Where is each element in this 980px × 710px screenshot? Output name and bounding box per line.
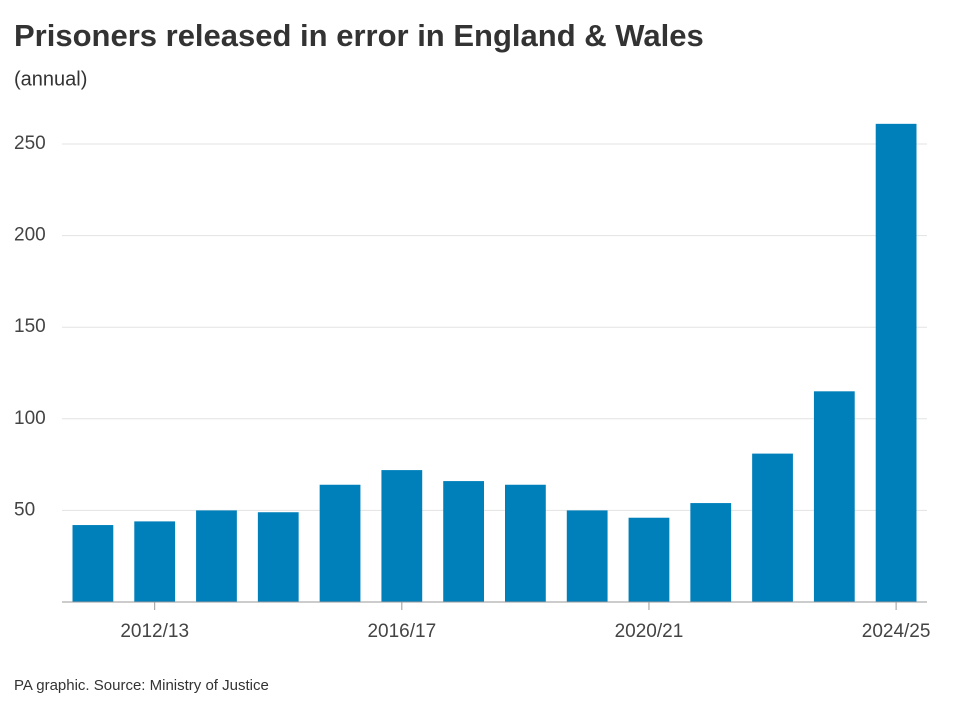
y-tick-label: 200	[14, 225, 46, 246]
bar	[443, 481, 484, 602]
chart-title: Prisoners released in error in England &…	[14, 18, 704, 53]
x-tick-label: 2024/25	[862, 621, 931, 642]
bar	[72, 525, 114, 602]
y-tick-label: 250	[14, 133, 46, 154]
bar	[505, 484, 546, 602]
chart-subtitle: (annual)	[14, 68, 87, 90]
bar	[752, 453, 793, 602]
bar	[628, 517, 670, 602]
y-tick-label: 50	[14, 499, 35, 520]
bar	[381, 470, 423, 602]
bar	[134, 521, 176, 602]
bar	[690, 503, 732, 602]
x-tick-label: 2012/13	[120, 621, 189, 642]
bar	[319, 484, 361, 602]
y-tick-label: 100	[14, 408, 46, 429]
y-tick-label: 150	[14, 316, 46, 337]
bar	[257, 512, 299, 602]
bar	[566, 510, 608, 602]
x-tick-label: 2016/17	[367, 621, 436, 642]
bar	[875, 123, 917, 602]
bar	[813, 391, 855, 602]
x-tick-label: 2020/21	[615, 621, 684, 642]
source-note: PA graphic. Source: Ministry of Justice	[14, 677, 269, 694]
bar	[196, 510, 237, 602]
